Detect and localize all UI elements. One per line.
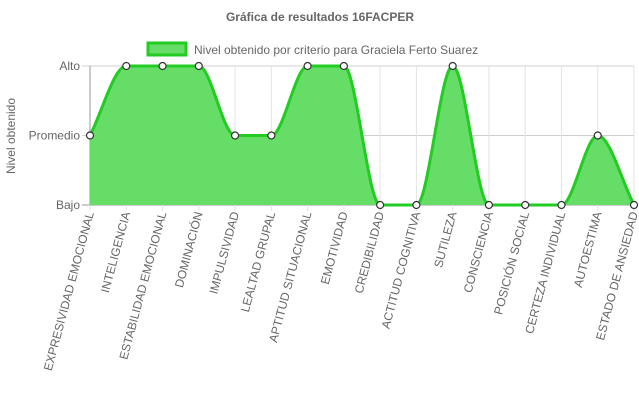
x-tick-label: CERTEZA INDIVIDUAL xyxy=(522,210,568,335)
data-point[interactable] xyxy=(158,61,167,71)
x-tick-label: DOMINACIÓN xyxy=(171,210,206,289)
x-tick-label: EMOTIVIDAD xyxy=(318,210,351,286)
data-point[interactable] xyxy=(122,61,131,71)
data-point[interactable] xyxy=(448,61,457,71)
x-tick-label: ACTITUD COGNITIVA xyxy=(379,210,424,330)
y-tick-label: Alto xyxy=(59,59,80,73)
y-tick-label: Bajo xyxy=(56,198,80,212)
x-tick-label: EXPRESIVIDAD EMOCIONAL xyxy=(41,210,97,372)
data-point[interactable] xyxy=(376,200,385,210)
legend-label: Nivel obtenido por criterio para Graciel… xyxy=(194,43,478,57)
series-line xyxy=(88,64,636,207)
x-tick-label: INTELIGENCIA xyxy=(98,210,133,294)
data-point[interactable] xyxy=(593,131,602,140)
data-point[interactable] xyxy=(85,131,95,140)
x-tick-label: SUTILEZA xyxy=(431,210,459,269)
x-tick-label: IMPULSIVIDAD xyxy=(207,210,243,296)
data-point[interactable] xyxy=(412,200,421,210)
data-point[interactable] xyxy=(557,200,566,210)
y-tick-label: Promedio xyxy=(29,129,81,143)
data-points xyxy=(85,61,639,210)
y-ticks: Bajo Promedio Alto xyxy=(29,59,81,212)
legend[interactable]: Nivel obtenido por criterio para Graciel… xyxy=(146,41,478,57)
x-tick-label: CREDIBILIDAD xyxy=(352,210,387,295)
data-point[interactable] xyxy=(629,200,639,210)
data-point[interactable] xyxy=(267,131,276,140)
data-point[interactable] xyxy=(521,200,530,210)
data-point[interactable] xyxy=(194,61,203,71)
data-point[interactable] xyxy=(339,61,348,71)
data-point[interactable] xyxy=(230,131,240,140)
data-point[interactable] xyxy=(484,200,494,210)
x-tick-label: POSICIÓN SOCIAL xyxy=(490,210,532,317)
chart-title: Gráfica de resultados 16FACPER xyxy=(226,10,414,24)
y-axis-label: Nivel obtenido xyxy=(4,98,18,174)
x-tick-label: AUTOESTIMA xyxy=(571,210,605,289)
x-tick-label: CONSCIENCIA xyxy=(461,210,496,294)
legend-swatch xyxy=(146,41,188,57)
data-point[interactable] xyxy=(303,61,312,71)
x-ticks: EXPRESIVIDAD EMOCIONAL INTELIGENCIAESTABI… xyxy=(41,210,639,373)
x-tick-label: LEALTAD GRUPAL xyxy=(238,210,278,314)
